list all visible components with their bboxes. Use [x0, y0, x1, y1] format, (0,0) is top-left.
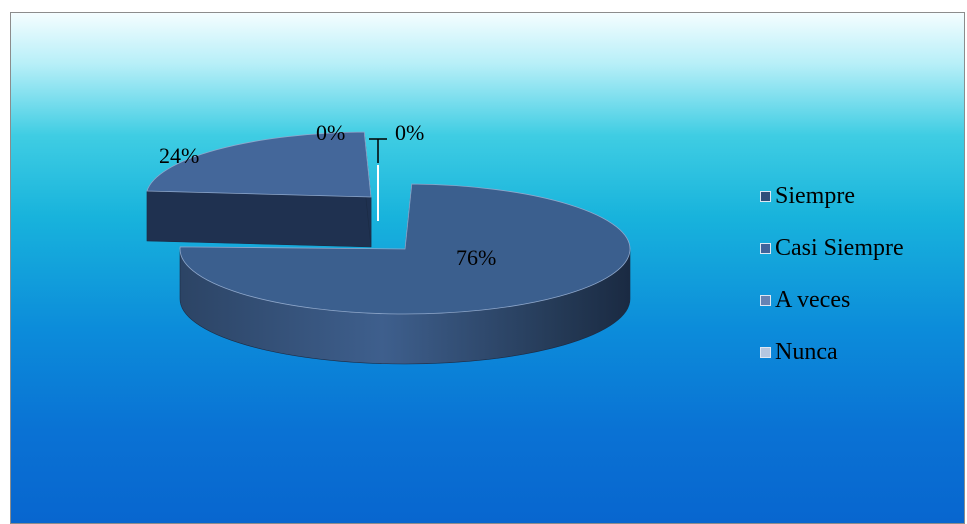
- legend-item-a-veces: A veces: [760, 287, 904, 313]
- slice-cut-casi-siempre-0: [146, 190, 372, 248]
- legend-item-nunca: Nunca: [760, 339, 904, 365]
- legend-label-siempre: Siempre: [775, 182, 855, 209]
- legend-swatch-a-veces: [760, 294, 771, 306]
- legend-label-nunca: Nunca: [775, 338, 838, 365]
- legend-swatch-casi-siempre: [760, 242, 771, 254]
- legend-label-casi-siempre: Casi Siempre: [775, 234, 904, 261]
- data-label-siempre: 76%: [456, 245, 496, 270]
- legend-item-siempre: Siempre: [760, 183, 904, 209]
- slice-casi-siempre: [146, 131, 372, 198]
- chart-area: 76% 24% 0% 0% Siempre Casi Siempre A vec…: [10, 12, 965, 524]
- legend: Siempre Casi Siempre A veces Nunca: [760, 183, 904, 391]
- pie-chart: 76% 24% 0% 0%: [146, 120, 631, 365]
- legend-label-a-veces: A veces: [775, 286, 851, 313]
- data-label-casi-siempre: 24%: [159, 143, 199, 168]
- slice-siempre: [179, 183, 631, 315]
- legend-swatch-siempre: [760, 190, 771, 202]
- legend-swatch-nunca: [760, 346, 771, 358]
- data-label-a-veces: 0%: [316, 120, 345, 145]
- data-label-nunca: 0%: [395, 120, 424, 145]
- legend-item-casi-siempre: Casi Siempre: [760, 235, 904, 261]
